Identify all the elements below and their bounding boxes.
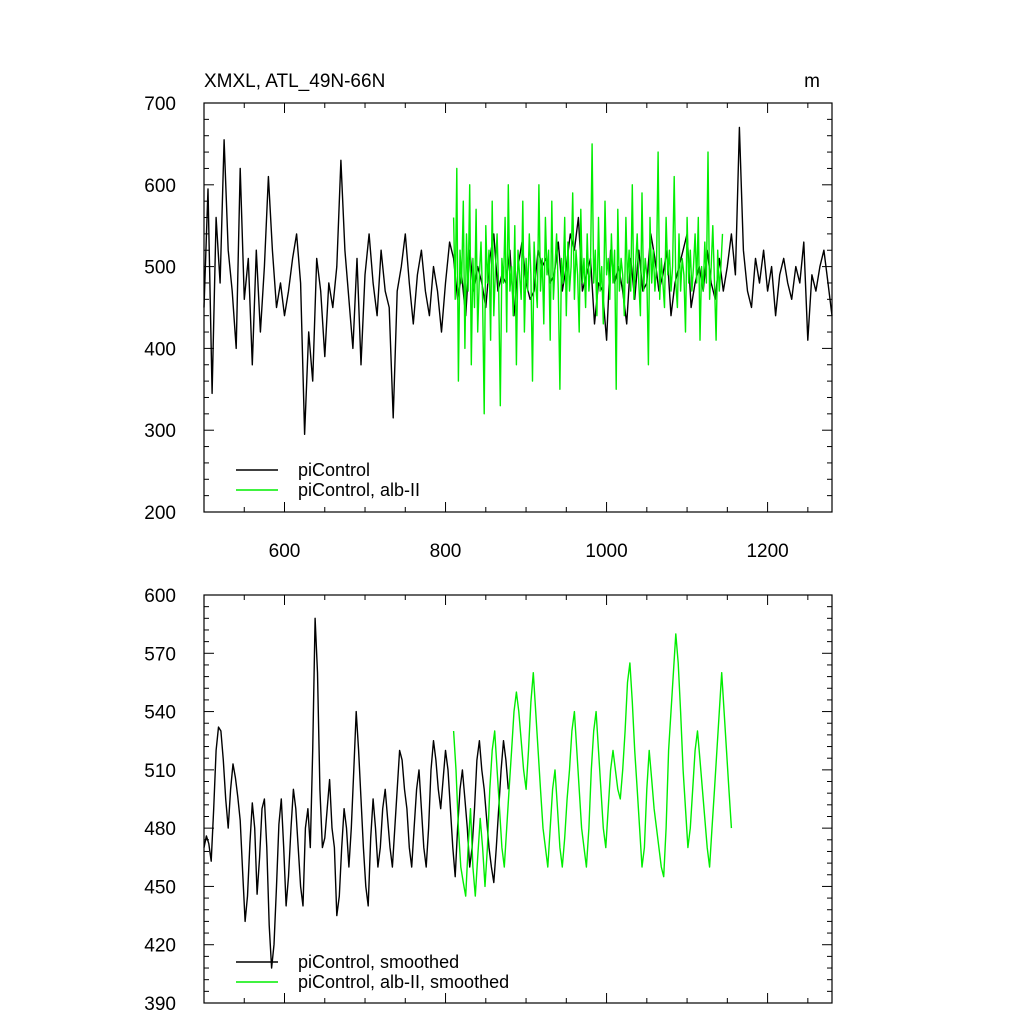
bottom-plot-lines bbox=[203, 617, 733, 969]
y-tick-label: 200 bbox=[144, 503, 176, 524]
x-tick-label: 800 bbox=[430, 541, 462, 562]
y-tick-label: 600 bbox=[144, 176, 176, 197]
top-axes: 200 300 400 500 600 700 600 800 1000 1200 bbox=[144, 94, 832, 562]
y-tick-label: 450 bbox=[144, 877, 176, 898]
legend-label-picontrol: piControl bbox=[298, 460, 370, 480]
bottom-legend: piControl, smoothed piControl, alb-II, s… bbox=[236, 952, 509, 992]
x-tick-label: 1200 bbox=[746, 541, 788, 562]
bottom-panel: 390 420 450 480 510 540 570 600 piControl, smoo… bbox=[144, 586, 833, 1015]
top-plot-frame bbox=[203, 102, 833, 513]
top-legend: piControl piControl, alb-II bbox=[236, 460, 420, 500]
panel-title: XMXL, ATL_49N-66N bbox=[204, 71, 385, 92]
series-line-picontrol-alb-ii-smoothed bbox=[452, 633, 733, 897]
units-label: m bbox=[804, 71, 820, 92]
series-line-picontrol-smoothed bbox=[203, 617, 509, 969]
y-tick-label: 390 bbox=[144, 994, 176, 1015]
y-tick-label: 600 bbox=[144, 586, 176, 607]
y-tick-label: 570 bbox=[144, 644, 176, 665]
legend-label-picontrol-smoothed: piControl, smoothed bbox=[298, 952, 459, 972]
y-tick-label: 540 bbox=[144, 703, 176, 724]
top-panel: XMXL, ATL_49N-66N m 200 300 400 500 600 700 60… bbox=[144, 71, 833, 562]
y-tick-label: 300 bbox=[144, 421, 176, 442]
series-line-picontrol-alb-ii bbox=[452, 143, 724, 415]
bottom-axes: 390 420 450 480 510 540 570 600 bbox=[144, 586, 832, 1015]
x-tick-label: 600 bbox=[269, 541, 301, 562]
y-tick-label: 400 bbox=[144, 339, 176, 360]
top-plot-lines bbox=[203, 126, 833, 435]
x-tick-label: 1000 bbox=[585, 541, 627, 562]
bottom-plot-frame bbox=[203, 594, 833, 1004]
y-tick-label: 420 bbox=[144, 936, 176, 957]
y-tick-label: 480 bbox=[144, 819, 176, 840]
y-tick-label: 510 bbox=[144, 761, 176, 782]
y-tick-label: 500 bbox=[144, 258, 176, 279]
y-tick-label: 700 bbox=[144, 94, 176, 115]
legend-label-alb-ii: piControl, alb-II bbox=[298, 480, 420, 500]
legend-label-alb-ii-smoothed: piControl, alb-II, smoothed bbox=[298, 972, 509, 992]
